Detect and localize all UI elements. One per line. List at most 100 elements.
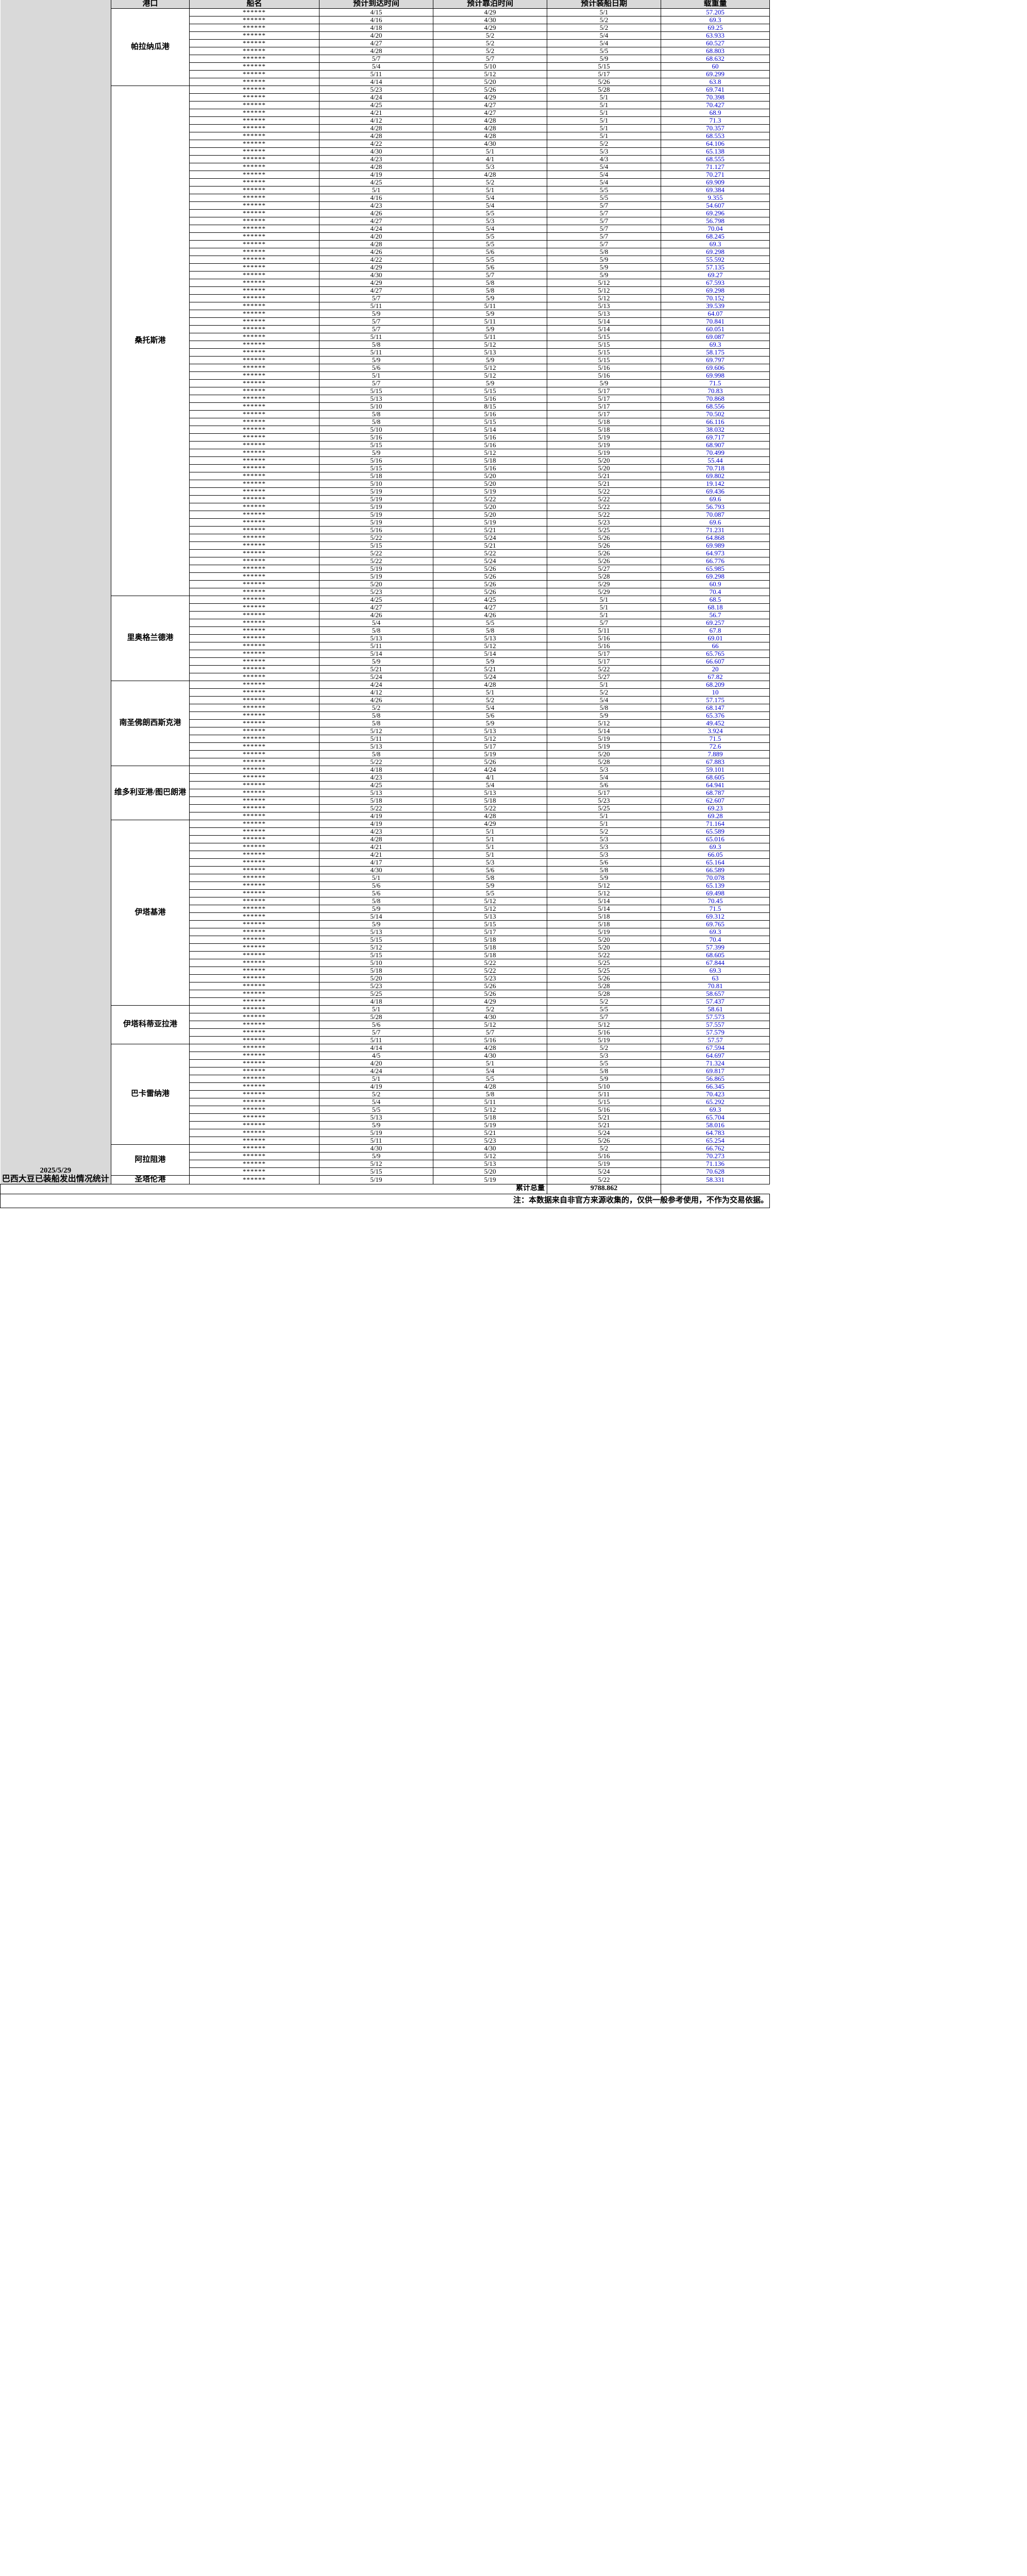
cell-eta[interactable]: 4/27	[319, 217, 433, 225]
cell-load[interactable]: 5/2	[547, 827, 661, 836]
cell-berth[interactable]: 5/8	[433, 874, 547, 882]
cell-eta[interactable]: 5/12	[319, 1160, 433, 1168]
cell-dwt[interactable]: 65.016	[661, 835, 770, 843]
cell-berth[interactable]: 5/16	[433, 433, 547, 442]
port-name-cell[interactable]: 圣塔伦港	[111, 1175, 190, 1184]
cell-dwt[interactable]: 66.762	[661, 1144, 770, 1153]
cell-berth[interactable]: 4/1	[433, 773, 547, 782]
cell-berth[interactable]: 5/23	[433, 1137, 547, 1145]
cell-berth[interactable]: 5/16	[433, 395, 547, 403]
cell-load[interactable]: 5/7	[547, 217, 661, 225]
cell-ship[interactable]: ******	[189, 711, 319, 720]
cell-ship[interactable]: ******	[189, 572, 319, 581]
cell-load[interactable]: 5/22	[547, 495, 661, 503]
cell-ship[interactable]: ******	[189, 348, 319, 357]
cell-eta[interactable]: 5/24	[319, 673, 433, 681]
cell-ship[interactable]: ******	[189, 657, 319, 666]
cell-eta[interactable]: 5/8	[319, 719, 433, 727]
cell-load[interactable]: 5/12	[547, 294, 661, 302]
cell-berth[interactable]: 5/11	[433, 333, 547, 341]
cell-ship[interactable]: ******	[189, 696, 319, 704]
cell-ship[interactable]: ******	[189, 735, 319, 743]
cell-dwt[interactable]: 64.868	[661, 534, 770, 542]
cell-eta[interactable]: 5/8	[319, 897, 433, 905]
cell-ship[interactable]: ******	[189, 835, 319, 843]
cell-eta[interactable]: 5/7	[319, 379, 433, 387]
cell-load[interactable]: 5/22	[547, 1175, 661, 1184]
cell-load[interactable]: 5/19	[547, 433, 661, 442]
cell-ship[interactable]: ******	[189, 866, 319, 874]
cell-dwt[interactable]: 66.05	[661, 851, 770, 859]
cell-dwt[interactable]: 65.139	[661, 882, 770, 890]
cell-ship[interactable]: ******	[189, 1013, 319, 1021]
cell-ship[interactable]: ******	[189, 55, 319, 63]
cell-ship[interactable]: ******	[189, 773, 319, 782]
cell-load[interactable]: 5/17	[547, 410, 661, 418]
cell-berth[interactable]: 4/30	[433, 1144, 547, 1153]
column-header-load[interactable]: 预计装船日期	[547, 0, 661, 9]
cell-eta[interactable]: 5/22	[319, 534, 433, 542]
cell-eta[interactable]: 5/22	[319, 758, 433, 766]
cell-load[interactable]: 5/14	[547, 317, 661, 326]
cell-eta[interactable]: 4/18	[319, 997, 433, 1006]
cell-ship[interactable]: ******	[189, 279, 319, 287]
cell-dwt[interactable]: 56.865	[661, 1075, 770, 1083]
cell-load[interactable]: 4/3	[547, 155, 661, 163]
cell-eta[interactable]: 4/26	[319, 248, 433, 256]
cell-berth[interactable]: 5/9	[433, 657, 547, 666]
cell-eta[interactable]: 4/28	[319, 124, 433, 132]
cell-berth[interactable]: 5/5	[433, 232, 547, 241]
cell-load[interactable]: 5/21	[547, 472, 661, 480]
cell-load[interactable]: 5/17	[547, 789, 661, 797]
cell-dwt[interactable]: 69.6	[661, 518, 770, 527]
cell-ship[interactable]: ******	[189, 341, 319, 349]
cell-load[interactable]: 5/16	[547, 1106, 661, 1114]
cell-ship[interactable]: ******	[189, 325, 319, 333]
cell-dwt[interactable]: 69.298	[661, 286, 770, 295]
cell-ship[interactable]: ******	[189, 943, 319, 952]
cell-berth[interactable]: 5/24	[433, 557, 547, 565]
cell-eta[interactable]: 5/15	[319, 541, 433, 550]
cell-eta[interactable]: 5/2	[319, 704, 433, 712]
cell-berth[interactable]: 5/2	[433, 47, 547, 55]
cell-berth[interactable]: 5/1	[433, 688, 547, 697]
cell-ship[interactable]: ******	[189, 62, 319, 71]
cell-berth[interactable]: 4/28	[433, 812, 547, 820]
cell-dwt[interactable]: 70.271	[661, 171, 770, 179]
cell-ship[interactable]: ******	[189, 163, 319, 171]
cell-ship[interactable]: ******	[189, 511, 319, 519]
cell-eta[interactable]: 4/25	[319, 178, 433, 187]
cell-dwt[interactable]: 69.312	[661, 912, 770, 921]
cell-load[interactable]: 5/15	[547, 333, 661, 341]
cell-dwt[interactable]: 49.452	[661, 719, 770, 727]
cell-dwt[interactable]: 60.527	[661, 39, 770, 47]
cell-dwt[interactable]: 70.841	[661, 317, 770, 326]
cell-ship[interactable]: ******	[189, 317, 319, 326]
cell-load[interactable]: 5/26	[547, 534, 661, 542]
cell-load[interactable]: 5/9	[547, 1075, 661, 1083]
cell-eta[interactable]: 5/15	[319, 441, 433, 449]
cell-load[interactable]: 5/26	[547, 78, 661, 86]
cell-dwt[interactable]: 57.579	[661, 1028, 770, 1037]
cell-dwt[interactable]: 58.657	[661, 990, 770, 998]
cell-ship[interactable]: ******	[189, 240, 319, 248]
cell-eta[interactable]: 5/16	[319, 456, 433, 465]
cell-dwt[interactable]: 64.697	[661, 1052, 770, 1060]
cell-load[interactable]: 5/2	[547, 16, 661, 24]
cell-eta[interactable]: 5/23	[319, 982, 433, 990]
cell-load[interactable]: 5/2	[547, 688, 661, 697]
cell-berth[interactable]: 5/2	[433, 178, 547, 187]
cell-berth[interactable]: 5/13	[433, 727, 547, 735]
cell-eta[interactable]: 4/27	[319, 39, 433, 47]
cell-eta[interactable]: 5/9	[319, 920, 433, 928]
cell-berth[interactable]: 5/8	[433, 279, 547, 287]
cell-eta[interactable]: 5/9	[319, 1152, 433, 1160]
cell-eta[interactable]: 5/6	[319, 882, 433, 890]
cell-eta[interactable]: 4/27	[319, 286, 433, 295]
cell-eta[interactable]: 5/19	[319, 518, 433, 527]
cell-dwt[interactable]: 70.502	[661, 410, 770, 418]
cell-eta[interactable]: 4/28	[319, 132, 433, 140]
cell-ship[interactable]: ******	[189, 796, 319, 805]
cell-eta[interactable]: 5/14	[319, 912, 433, 921]
cell-eta[interactable]: 5/8	[319, 626, 433, 635]
